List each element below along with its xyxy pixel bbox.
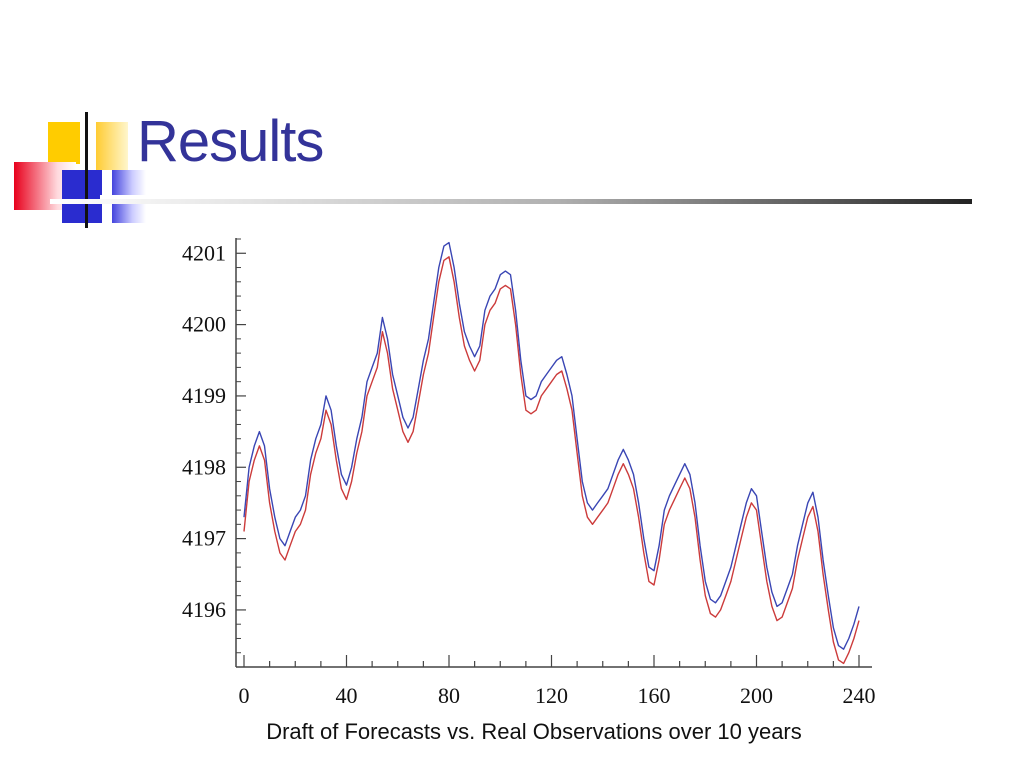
x-tick-label: 200 <box>740 683 773 708</box>
y-tick-label: 4199 <box>182 383 226 408</box>
y-tick-label: 4200 <box>182 312 226 337</box>
slide-title: Results <box>137 109 324 174</box>
logo-yellow-square-faded <box>96 122 128 170</box>
x-tick-label: 40 <box>336 683 358 708</box>
x-tick-label: 120 <box>535 683 568 708</box>
series-line-0 <box>243 241 860 650</box>
logo-blue-square <box>62 170 102 223</box>
x-tick-label: 240 <box>843 683 876 708</box>
logo-yellow-square <box>48 122 80 164</box>
x-tick-label: 160 <box>638 683 671 708</box>
x-tick-label: 0 <box>239 683 250 708</box>
y-tick-label: 4201 <box>182 240 226 265</box>
y-tick-label: 4196 <box>182 597 226 622</box>
y-tick-label: 4197 <box>182 526 226 551</box>
line-chart: 4196 4197 4198 4199 4200 4201 0 40 80 120 160 200 24… <box>150 230 890 710</box>
logo-vertical-line <box>85 112 88 228</box>
chart-caption: Draft of Forecasts vs. Real Observations… <box>266 719 802 744</box>
x-tick-label: 80 <box>438 683 460 708</box>
y-tick-label: 4198 <box>182 454 226 479</box>
line-chart-svg: 4196 4197 4198 4199 4200 4201 0 40 80 120 160 200 24… <box>182 238 876 708</box>
series-line-1 <box>243 256 860 665</box>
slide-logo <box>0 0 160 240</box>
title-rule <box>50 199 972 204</box>
